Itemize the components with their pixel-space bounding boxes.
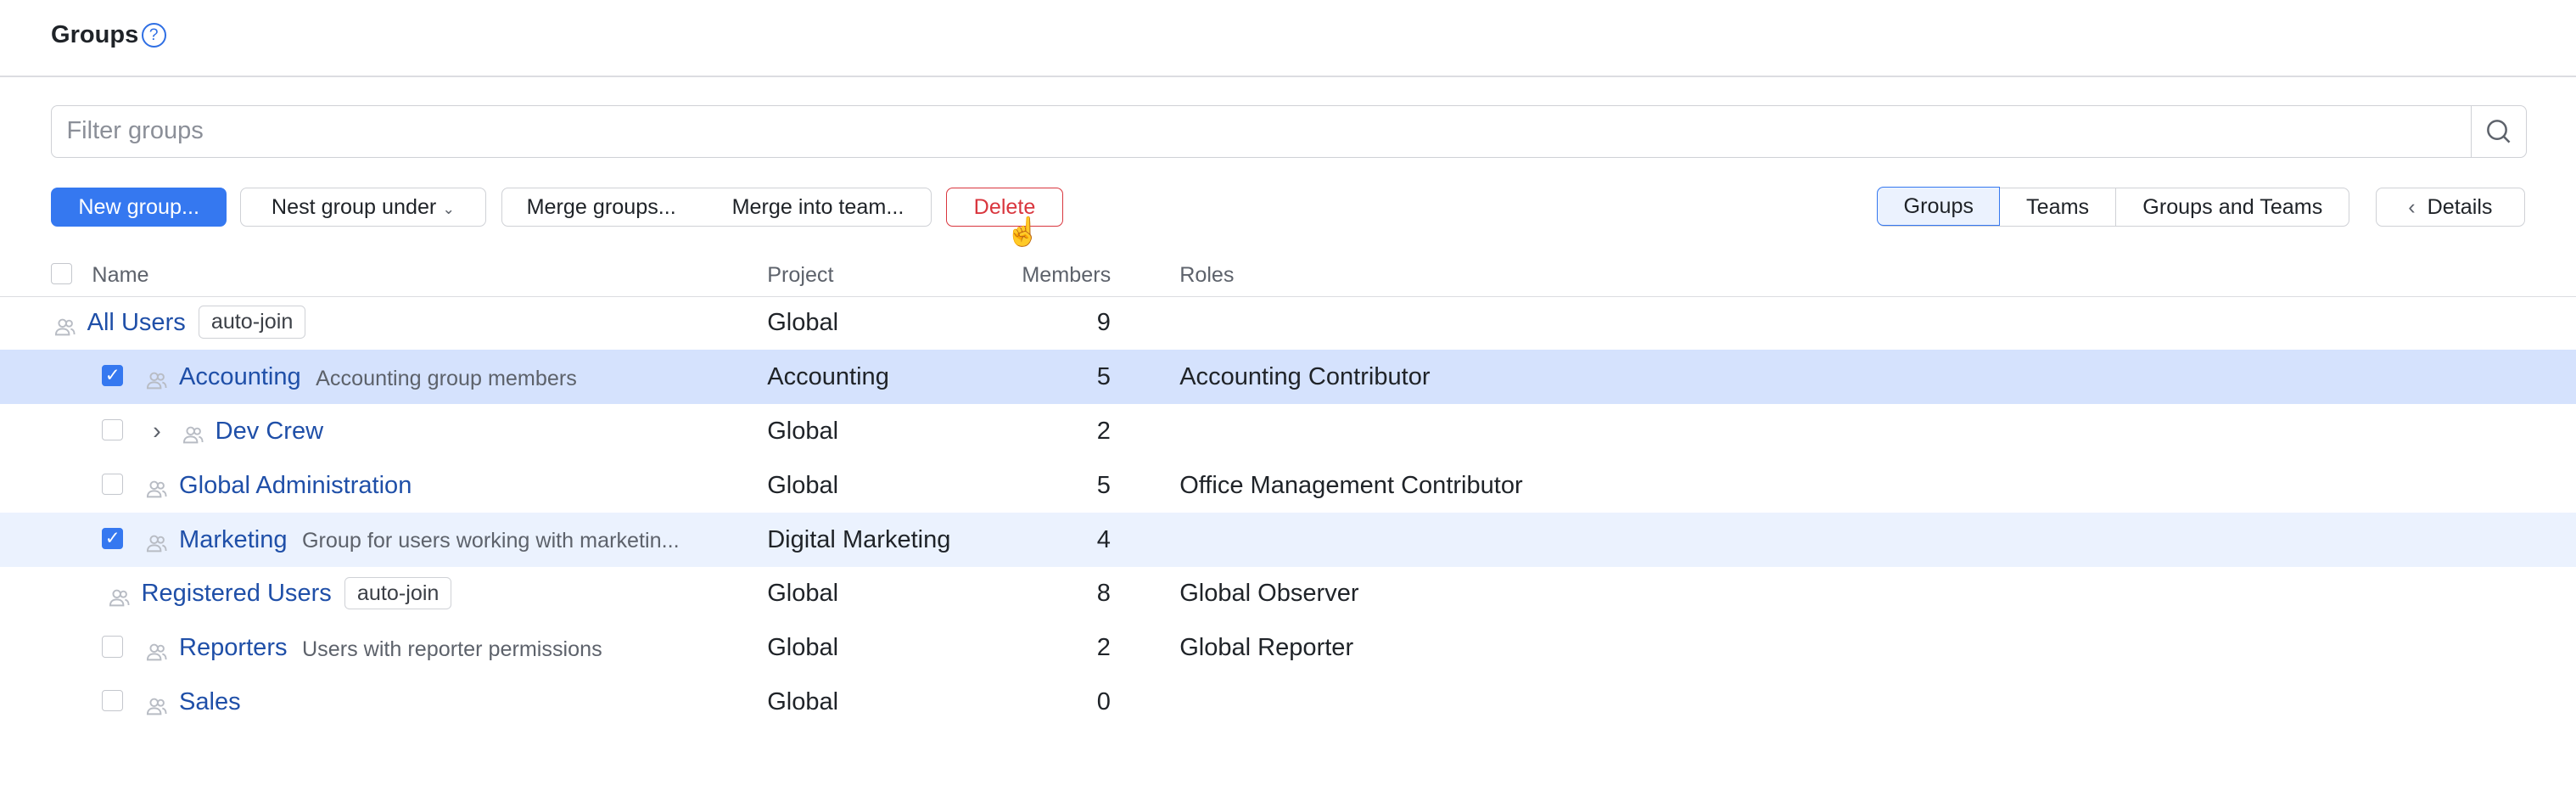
merge-button-group: Merge groups... Merge into team... bbox=[501, 187, 932, 227]
group-description: Group for users working with marketin... bbox=[301, 529, 680, 553]
nest-group-under-dropdown[interactable]: Nest group under ⌄ bbox=[239, 187, 487, 227]
table-row[interactable]: All Users auto-join Global 9 bbox=[0, 296, 2576, 351]
page-title: Groups bbox=[51, 21, 139, 49]
members-cell: 4 bbox=[1096, 525, 1111, 553]
project-cell: Global bbox=[767, 580, 839, 608]
group-name-link[interactable]: Registered Users bbox=[141, 580, 332, 608]
hand-cursor-icon: ☝ bbox=[1005, 215, 1040, 247]
auto-join-badge: auto-join bbox=[344, 576, 451, 610]
members-cell: 9 bbox=[1096, 309, 1111, 336]
chevron-left-icon: ‹ bbox=[2408, 194, 2416, 219]
project-cell: Accounting bbox=[767, 362, 889, 390]
users-icon bbox=[109, 583, 130, 614]
group-name-link[interactable]: Global Administration bbox=[179, 471, 412, 499]
roles-cell: Accounting Contributor bbox=[1179, 362, 1431, 390]
tab-teams[interactable]: Teams bbox=[2000, 188, 2116, 227]
merge-groups-button[interactable]: Merge groups... bbox=[526, 194, 676, 219]
members-cell: 2 bbox=[1096, 634, 1111, 662]
details-button[interactable]: ‹ Details bbox=[2375, 187, 2525, 227]
table-row[interactable]: Global Administration Global 5 Office Manag… bbox=[0, 458, 2576, 513]
delete-button[interactable]: Delete bbox=[946, 187, 1063, 227]
group-description: Users with reporter permissions bbox=[301, 637, 602, 662]
group-description: Accounting group members bbox=[316, 366, 577, 390]
table-row[interactable]: Reporters Users with reporter permissions… bbox=[0, 621, 2576, 676]
group-name-link[interactable]: Accounting bbox=[179, 362, 301, 390]
tab-groups-and-teams[interactable]: Groups and Teams bbox=[2142, 194, 2323, 219]
merge-into-team-button[interactable]: Merge into team... bbox=[731, 194, 904, 219]
members-cell: 2 bbox=[1096, 417, 1111, 445]
table-row[interactable]: › Dev Crew Global 2 bbox=[0, 404, 2576, 458]
row-checkbox[interactable]: ✓ bbox=[102, 527, 124, 549]
members-cell: 5 bbox=[1096, 471, 1111, 499]
row-checkbox[interactable] bbox=[102, 473, 124, 495]
roles-cell: Global Observer bbox=[1179, 580, 1359, 608]
filter-groups-input[interactable] bbox=[52, 105, 2480, 157]
chevron-right-icon[interactable]: › bbox=[153, 417, 161, 445]
group-name-link[interactable]: All Users bbox=[87, 309, 186, 336]
table-row[interactable]: Registered Users auto-join Global 8 Global O… bbox=[0, 567, 2576, 621]
table-row[interactable]: Sales Global 0 bbox=[0, 676, 2576, 730]
row-checkbox[interactable]: ✓ bbox=[102, 364, 124, 387]
table-row[interactable]: ✓ Accounting Accounting group members Accou… bbox=[0, 350, 2576, 405]
column-header-roles[interactable]: Roles bbox=[1179, 262, 1235, 287]
auto-join-badge: auto-join bbox=[199, 306, 305, 339]
project-cell: Global bbox=[767, 634, 839, 662]
members-cell: 5 bbox=[1096, 362, 1111, 390]
new-group-button[interactable]: New group... bbox=[51, 187, 227, 227]
search-icon bbox=[2487, 120, 2511, 143]
group-name-link[interactable]: Sales bbox=[179, 688, 241, 716]
project-cell: Digital Marketing bbox=[767, 525, 951, 553]
row-checkbox[interactable] bbox=[102, 418, 124, 440]
tab-groups[interactable]: Groups bbox=[1877, 186, 2001, 227]
group-name-link[interactable]: Dev Crew bbox=[215, 417, 324, 445]
nest-group-label: Nest group under bbox=[271, 194, 437, 219]
members-cell: 8 bbox=[1096, 580, 1111, 608]
details-label: Details bbox=[2427, 194, 2493, 219]
users-icon bbox=[146, 692, 167, 722]
search-button[interactable] bbox=[2471, 105, 2526, 157]
project-cell: Global bbox=[767, 688, 839, 716]
divider bbox=[0, 76, 2576, 77]
group-name-link[interactable]: Reporters bbox=[179, 634, 288, 662]
column-header-project[interactable]: Project bbox=[767, 262, 834, 287]
users-icon bbox=[146, 475, 167, 506]
users-icon bbox=[54, 312, 76, 343]
question-circle-icon[interactable]: ? bbox=[141, 23, 166, 48]
users-icon bbox=[182, 421, 204, 452]
project-cell: Global bbox=[767, 309, 839, 336]
group-name-link[interactable]: Marketing bbox=[179, 525, 288, 553]
users-icon bbox=[146, 529, 167, 559]
divider bbox=[0, 295, 2576, 298]
row-checkbox[interactable] bbox=[102, 690, 124, 712]
roles-cell: Global Reporter bbox=[1179, 634, 1354, 662]
members-cell: 0 bbox=[1096, 688, 1111, 716]
row-checkbox[interactable] bbox=[102, 636, 124, 658]
chevron-down-icon: ⌄ bbox=[442, 199, 455, 217]
column-header-name[interactable]: Name bbox=[92, 262, 149, 287]
filter-groups-field bbox=[51, 104, 2527, 158]
roles-cell: Office Management Contributor bbox=[1179, 471, 1523, 499]
select-all-checkbox[interactable] bbox=[51, 262, 73, 285]
table-row[interactable]: ✓ Marketing Group for users working with m… bbox=[0, 513, 2576, 567]
users-icon bbox=[146, 637, 167, 668]
project-cell: Global bbox=[767, 417, 839, 445]
view-toggle: Groups Teams Groups and Teams bbox=[1877, 186, 2349, 227]
column-header-members[interactable]: Members bbox=[1022, 262, 1112, 287]
users-icon bbox=[146, 367, 167, 397]
project-cell: Global bbox=[767, 471, 839, 499]
